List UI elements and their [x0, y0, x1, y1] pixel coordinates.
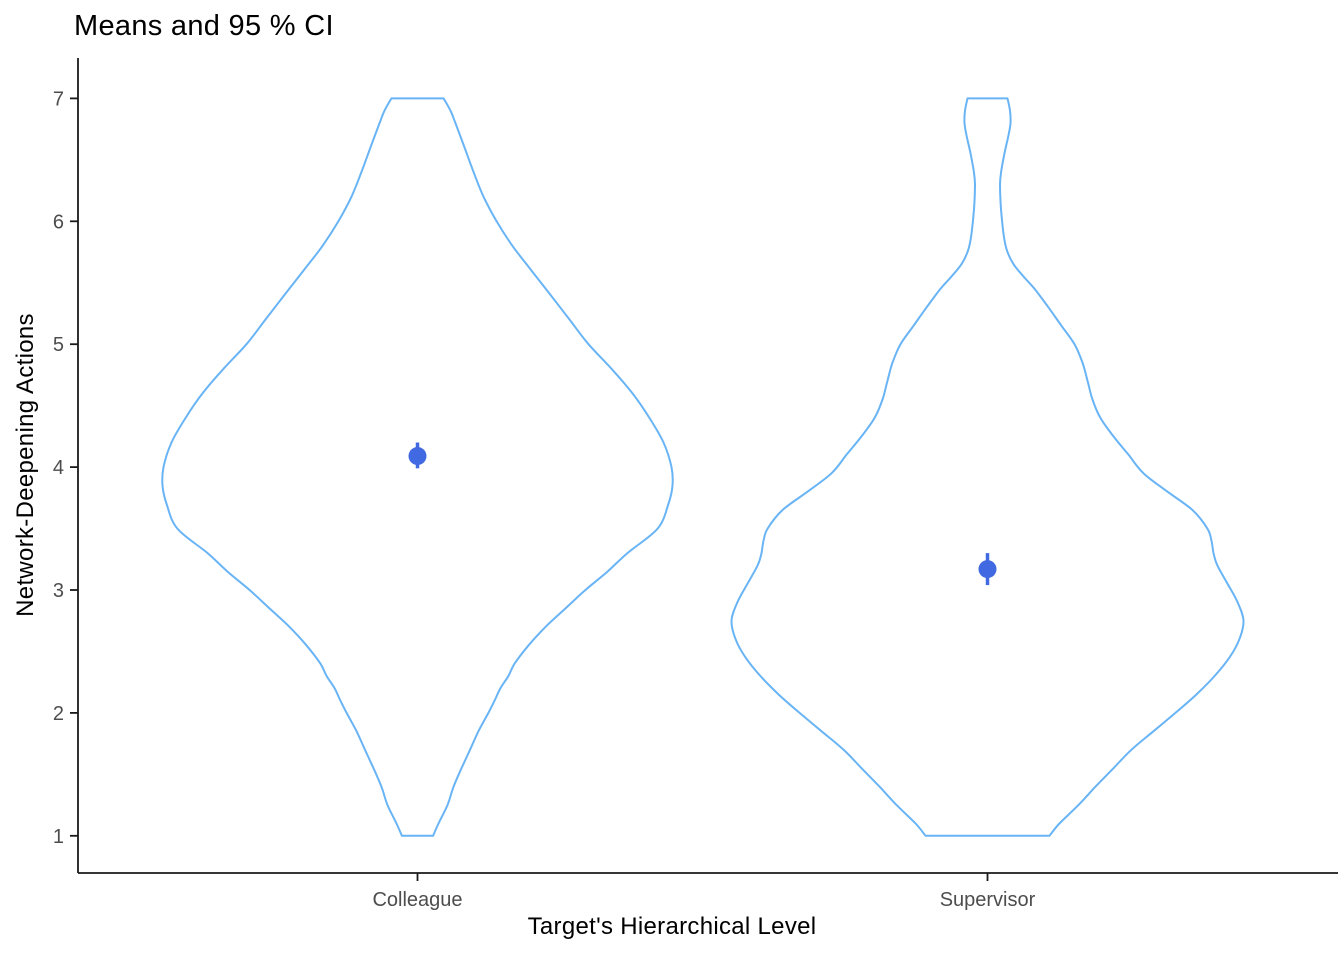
mean-point-supervisor: [978, 560, 997, 579]
x-axis-title: Target's Hierarchical Level: [527, 913, 817, 940]
x-tick-label: Supervisor: [940, 889, 1036, 911]
x-tick-label: Colleague: [372, 889, 462, 911]
violin-outline-colleague: [161, 97, 674, 837]
mean-point-colleague: [408, 447, 427, 466]
y-tick-label: 2: [53, 703, 64, 725]
violin-outline-supervisor: [730, 97, 1245, 837]
y-tick-label: 6: [53, 211, 64, 233]
y-tick-label: 3: [53, 580, 64, 602]
y-tick-label: 4: [53, 457, 64, 479]
y-tick-label: 5: [53, 334, 64, 356]
y-tick-label: 7: [53, 88, 64, 110]
chart-title: Means and 95 % CI: [74, 10, 334, 42]
y-tick-label: 1: [53, 826, 64, 848]
